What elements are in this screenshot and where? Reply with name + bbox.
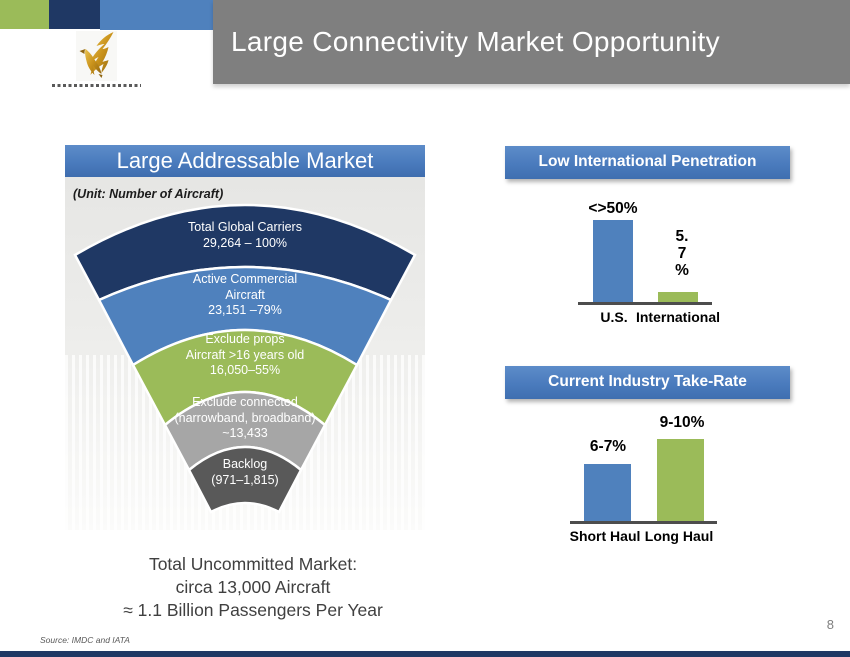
international-value-label: 5. 7 %: [675, 228, 689, 279]
title-bar: Large Connectivity Market Opportunity: [213, 0, 850, 84]
category-label-international: International: [635, 309, 720, 325]
page-title: Large Connectivity Market Opportunity: [231, 26, 720, 57]
decor-navy-block: [49, 0, 100, 29]
decor-blue-block: [100, 0, 213, 30]
bar-us: [593, 220, 633, 302]
summary-text: Total Uncommitted Market: circa 13,000 A…: [123, 554, 383, 620]
eagle-logo-icon: [79, 32, 114, 78]
category-label-us: U.S.: [600, 309, 628, 325]
funnel-label-active-commercial-aircraft: Active Commercial Aircraft 23,151 –79%: [192, 272, 298, 317]
funnel-label-total-global-carriers: Total Global Carriers 29,264 – 100%: [188, 220, 302, 250]
source-note: Source: IMDC and IATA: [40, 635, 130, 645]
funnel-layer-backlog: [187, 445, 303, 514]
bar-long-haul: [657, 439, 704, 521]
short-haul-value-label: 6-7%: [589, 438, 627, 455]
unit-note: (Unit: Number of Aircraft): [73, 187, 224, 201]
funnel-chart: [73, 203, 417, 514]
penetration-chart-axis: [578, 302, 712, 305]
footer-bar: [0, 651, 850, 657]
funnel-label-exclude-props: Exclude props Aircraft >16 years old 16,…: [185, 332, 305, 377]
take-rate-chart-axis: [570, 521, 717, 524]
us-value-label: <>50%: [588, 200, 638, 217]
take-rate-chart-header: Current Industry Take-Rate: [505, 366, 790, 399]
decor-green-block: [0, 0, 49, 29]
page-number: 8: [826, 617, 834, 632]
funnel-label-backlog: Backlog (971–1,815): [211, 457, 279, 487]
long-haul-value-label: 9-10%: [659, 414, 705, 431]
bar-international: [658, 292, 698, 302]
category-label-short-haul: Short Haul: [569, 528, 641, 544]
addressable-market-panel: Large Addressable Market (Unit: Number o…: [65, 145, 425, 530]
bar-short-haul: [584, 464, 631, 521]
penetration-chart-header: Low International Penetration: [505, 146, 790, 179]
funnel-label-exclude-connected: Exclude connected (narrowband, broadband…: [174, 395, 316, 440]
category-label-long-haul: Long Haul: [644, 528, 714, 544]
company-logo: [76, 31, 117, 81]
addressable-market-header: Large Addressable Market: [65, 145, 425, 177]
dotted-divider: [52, 84, 141, 87]
